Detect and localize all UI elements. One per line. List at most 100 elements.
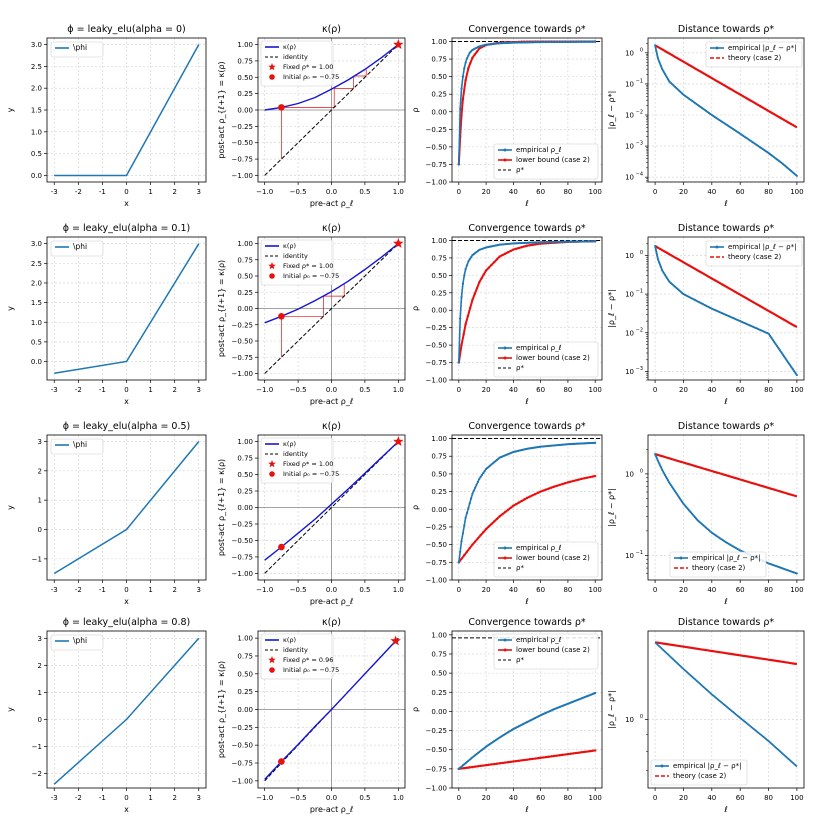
empirical-distance-point <box>747 138 750 141</box>
empirical-distance-point <box>665 276 668 279</box>
x-tick-label: 60 <box>536 586 545 594</box>
legend-marker <box>715 245 719 249</box>
empirical-distance-point <box>665 75 668 78</box>
x-tick-label: 80 <box>764 386 773 394</box>
convergence-subplot: 0 20 40 60 80 100 −1.00 −0.75 −0.50 −0.25 0.00 0.25… <box>411 421 603 606</box>
empirical-distance-point <box>699 105 702 108</box>
legend-entry-label: Initial ρ₀ = −0.75 <box>283 666 339 674</box>
empirical-point <box>460 295 463 299</box>
x-axis-label: x <box>124 397 129 406</box>
empirical-distance-point <box>794 173 797 176</box>
y-tick-label: −0.25 <box>426 727 447 735</box>
empirical-distance-point <box>671 283 674 286</box>
empirical-distance-point <box>723 540 726 543</box>
lower-bound-point <box>544 755 548 759</box>
y-tick-label: 2 <box>38 662 42 670</box>
y-tick-label: 0.25 <box>237 688 253 696</box>
x-tick-label: 0 <box>457 386 461 394</box>
empirical-distance-point <box>669 483 672 486</box>
x-tick-label: 3 <box>197 386 201 394</box>
legend-entry-label: lower bound (case 2) <box>516 554 590 562</box>
empirical-distance-point <box>743 135 746 138</box>
lower-bound-point <box>531 243 534 247</box>
empirical-distance-point <box>713 533 716 536</box>
empirical-distance-point <box>705 526 708 529</box>
lower-bound-point <box>580 751 583 754</box>
empirical-distance-point <box>706 527 709 530</box>
x-axis-label: ℓ <box>524 805 528 814</box>
empirical-distance-point <box>777 159 780 162</box>
lower-bound-point <box>544 488 548 491</box>
empirical-distance-point <box>759 146 762 149</box>
theory-line <box>654 641 798 666</box>
empirical-distance-point <box>768 334 771 337</box>
x-tick-label: 2 <box>172 386 176 394</box>
y-tick-exponent: −1 <box>636 550 643 556</box>
x-tick-label: 20 <box>679 586 688 594</box>
subplot-title: κ(ρ) <box>322 421 341 432</box>
y-axis-label: y <box>6 707 15 712</box>
empirical-distance-point <box>668 481 671 484</box>
y-tick-label: 0.50 <box>431 670 447 678</box>
legend-entry-label: Initial ρ₀ = −0.75 <box>283 272 339 280</box>
lower-bound-point <box>583 477 586 480</box>
y-tick-label: 10 <box>625 291 634 299</box>
axes-frame <box>46 37 207 183</box>
phi-line <box>53 637 200 785</box>
legend-entry-label: theory (case 2) <box>728 253 782 261</box>
legend-entry-label: lower bound (case 2) <box>516 354 590 362</box>
y-tick-label: −0.50 <box>426 143 447 151</box>
legend-entry-label: empirical |ρ_ℓ − ρ*| <box>728 243 796 251</box>
x-tick-label: 100 <box>790 188 803 196</box>
lower-bound-point <box>501 513 504 516</box>
empirical-point <box>464 267 467 271</box>
x-tick-label: 100 <box>790 386 803 394</box>
y-tick-label: 3 <box>38 438 42 446</box>
empirical-distance-point <box>662 471 665 474</box>
empirical-point <box>474 486 477 489</box>
empirical-point <box>460 539 463 543</box>
empirical-distance-point <box>770 336 773 339</box>
lower-bound-point <box>547 487 551 490</box>
x-tick-label: 0 <box>457 794 461 802</box>
lower-bound-point <box>471 543 474 546</box>
identity-line <box>264 44 399 176</box>
x-tick-label: 80 <box>563 586 572 594</box>
lower-bound-point <box>465 550 469 553</box>
y-tick-label: 0.0 <box>31 358 42 366</box>
y-tick-label: 0.50 <box>431 272 447 280</box>
x-tick-label: 100 <box>588 386 601 394</box>
lower-bound-point <box>490 522 493 526</box>
y-tick-label: 10 <box>625 174 634 182</box>
y-tick-label: 0.75 <box>431 650 447 658</box>
empirical-distance-point <box>700 106 703 109</box>
y-tick-label: 0.25 <box>431 91 447 99</box>
legend-entry-label: ρ* <box>516 364 524 372</box>
empirical-distance-point <box>787 361 790 364</box>
lower-bound-point <box>566 752 570 756</box>
y-tick-label: 3 <box>38 635 42 643</box>
empirical-distance-point <box>793 172 796 175</box>
y-axis-label: ρ <box>411 505 420 510</box>
empirical-distance-point <box>781 162 784 165</box>
empirical-point <box>467 260 470 263</box>
empirical-distance-point <box>790 365 793 368</box>
empirical-distance-point <box>720 120 723 123</box>
x-axis-label: ℓ <box>524 397 528 406</box>
lower-bound-point <box>473 540 477 543</box>
legend-entry-label: empirical ρ_ℓ <box>516 146 562 154</box>
lower-bound-point <box>493 520 496 523</box>
axes-frame <box>46 630 207 789</box>
lower-bound-point <box>464 322 467 326</box>
legend-entry-label: \phi <box>73 636 87 645</box>
empirical-distance-point <box>672 488 675 491</box>
x-tick-label: 40 <box>707 794 716 802</box>
empirical-distance-point <box>791 171 794 174</box>
lower-bound-point <box>506 761 510 764</box>
y-tick-label: 1.00 <box>237 41 253 49</box>
empirical-distance-point <box>713 115 716 118</box>
empirical-distance-point <box>783 355 786 358</box>
x-tick-label: 100 <box>790 586 803 594</box>
